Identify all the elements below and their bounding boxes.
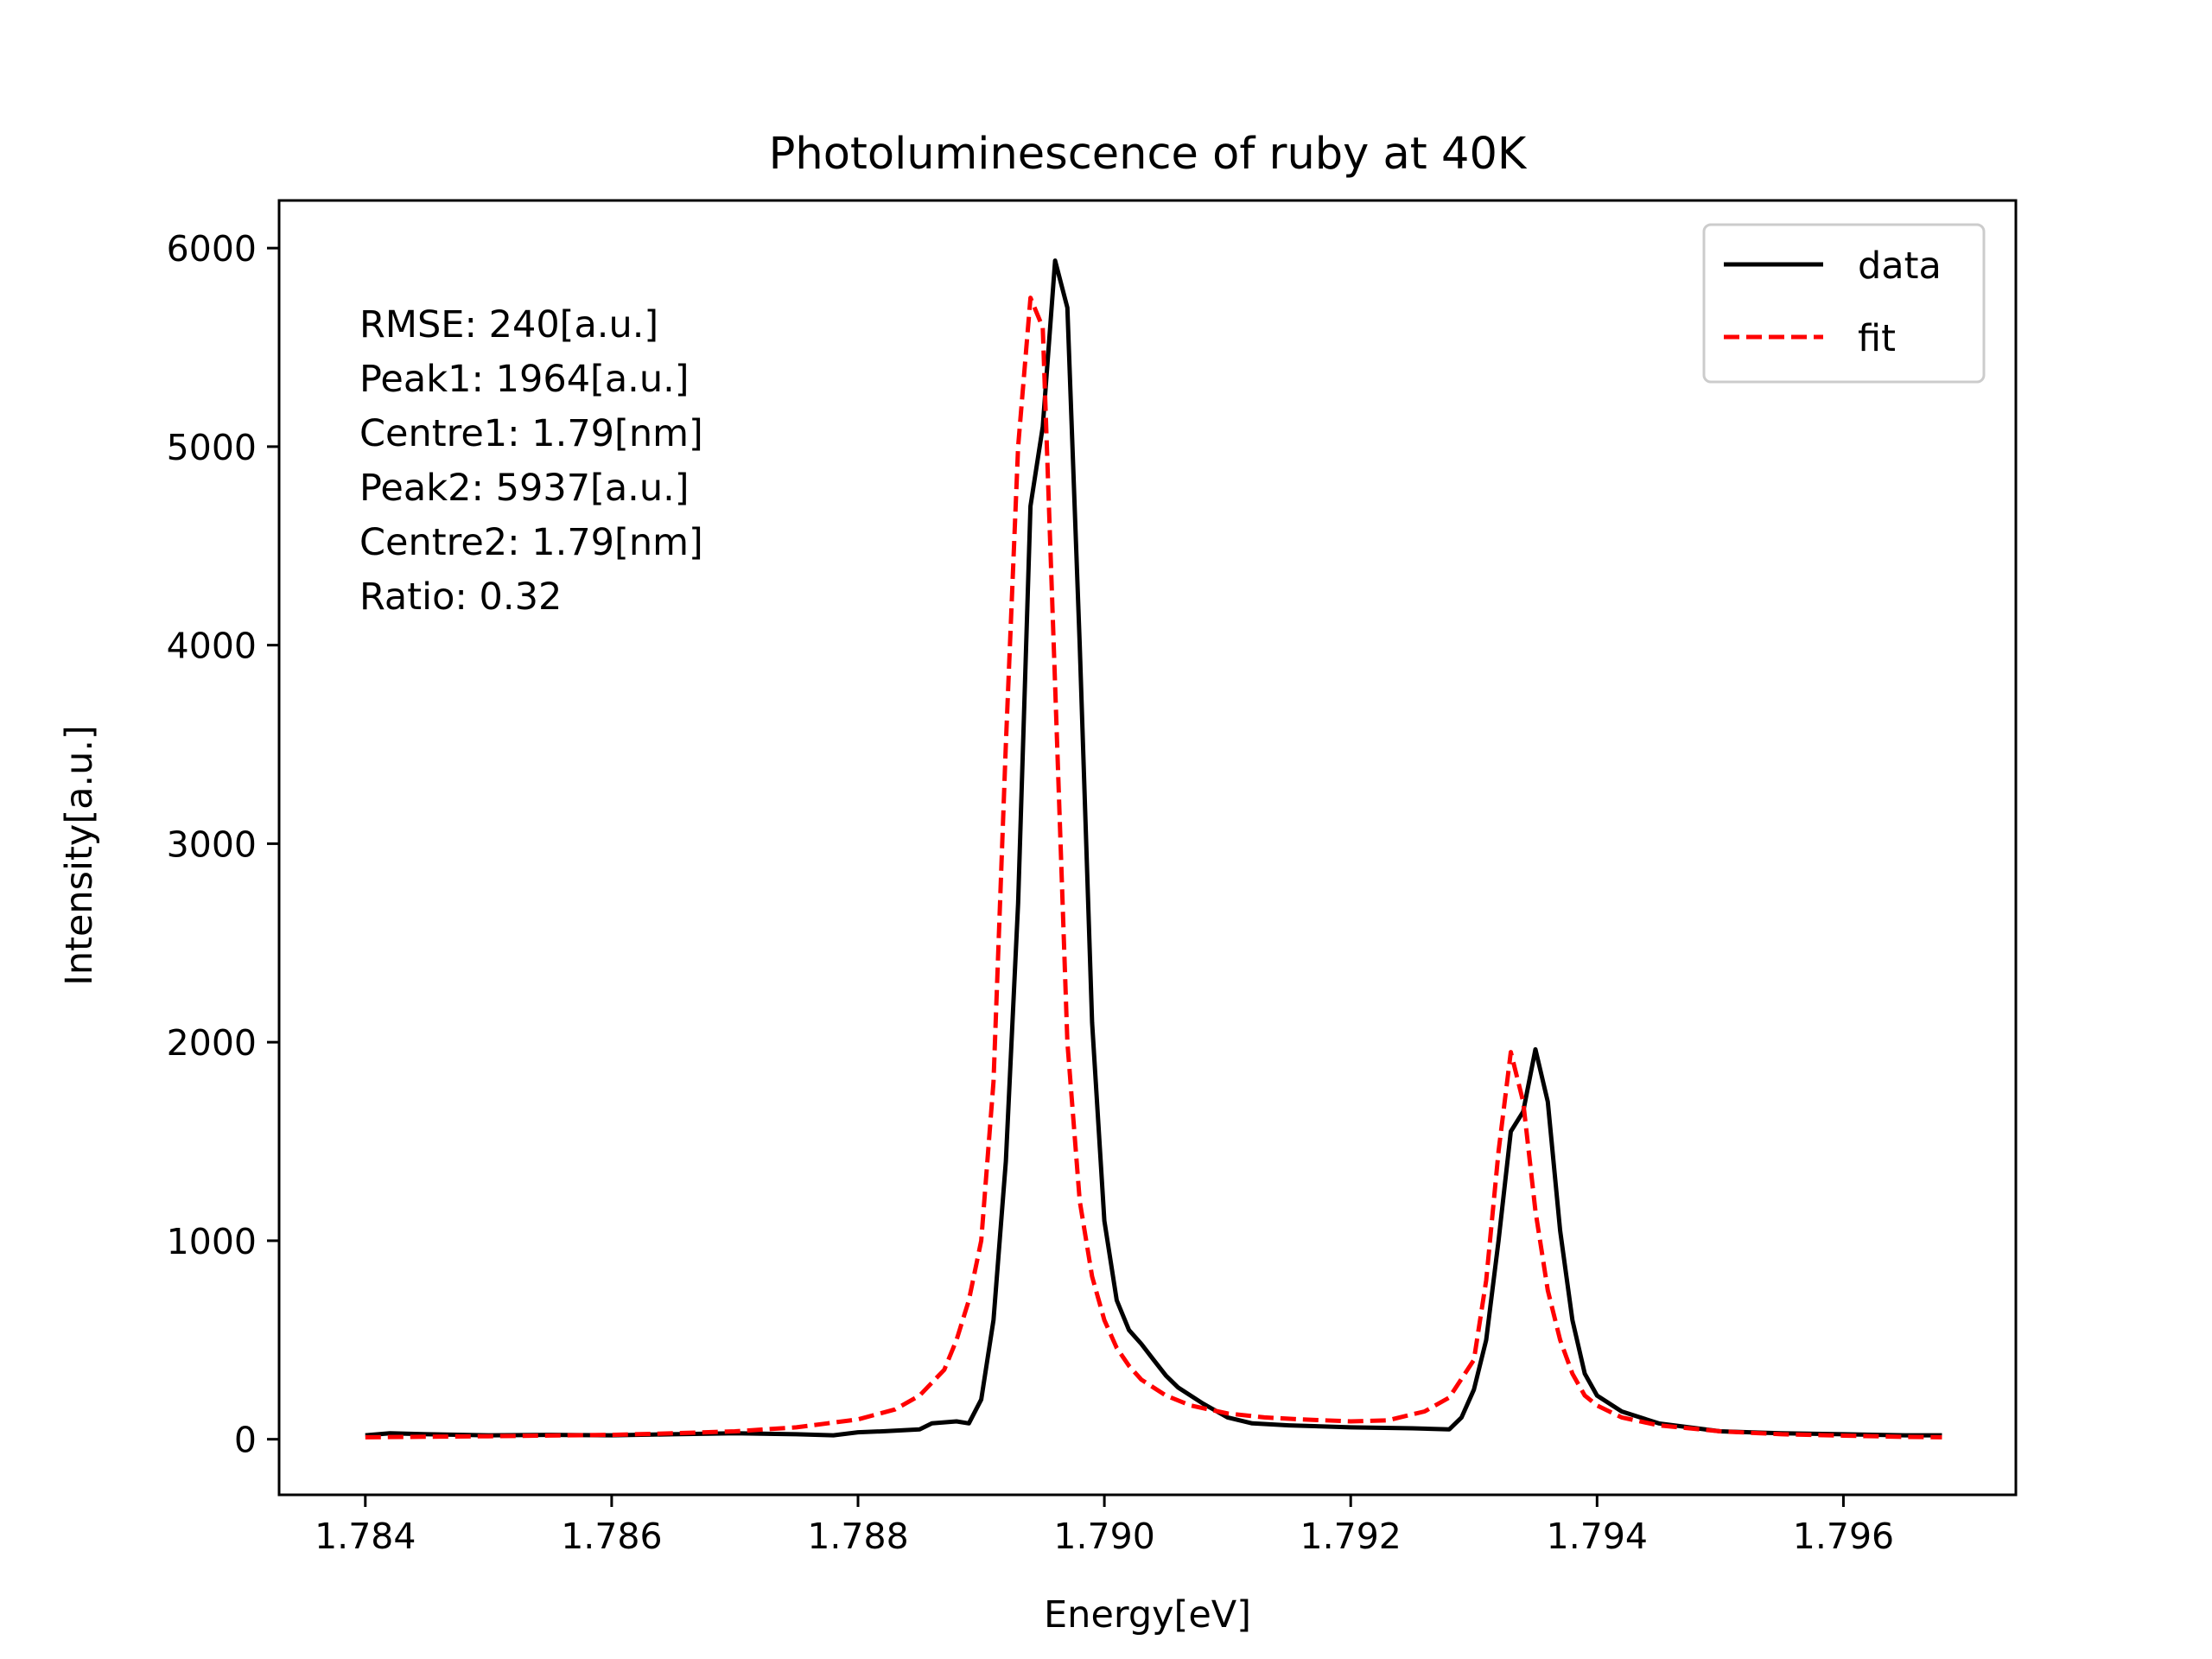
y-tick-label: 4000 xyxy=(167,626,257,667)
x-tick-label: 1.792 xyxy=(1300,1516,1402,1557)
y-axis-label: Intensity[a.u.] xyxy=(58,725,101,986)
x-tick-label: 1.794 xyxy=(1547,1516,1648,1557)
annotation-centre2: Centre2: 1.79[nm] xyxy=(359,521,703,564)
y-axis: 0 1000 2000 3000 4000 5000 6000 xyxy=(167,228,279,1461)
series-line-data xyxy=(365,258,1942,1438)
y-tick-label: 1000 xyxy=(167,1221,257,1262)
y-tick-label: 6000 xyxy=(167,228,257,270)
axes-frame xyxy=(277,199,2018,1497)
plot-area xyxy=(365,258,1942,1440)
y-tick-label: 2000 xyxy=(167,1022,257,1064)
annotation-ratio: Ratio: 0.32 xyxy=(359,575,562,619)
x-axis-label: Energy[eV] xyxy=(1044,1593,1251,1637)
y-tick-label: 3000 xyxy=(167,823,257,865)
y-tick-label: 0 xyxy=(234,1420,257,1461)
x-axis: 1.784 1.786 1.788 1.790 1.792 1.794 1.796 xyxy=(315,1495,1894,1557)
series-line-fit xyxy=(365,296,1942,1440)
x-tick-label: 1.786 xyxy=(561,1516,662,1557)
legend: data fit xyxy=(1702,223,1986,384)
x-tick-label: 1.790 xyxy=(1053,1516,1154,1557)
annotation-peak2: Peak2: 5937[a.u.] xyxy=(359,467,690,510)
chart-title: Photoluminescence of ruby at 40K xyxy=(769,129,1528,180)
legend-box xyxy=(1702,223,1986,384)
x-tick-label: 1.788 xyxy=(807,1516,908,1557)
x-tick-label: 1.796 xyxy=(1793,1516,1894,1557)
annotation-peak1: Peak1: 1964[a.u.] xyxy=(359,358,690,401)
x-tick-label: 1.784 xyxy=(315,1516,416,1557)
y-tick-label: 5000 xyxy=(167,427,257,468)
fit-parameters-annotation: RMSE: 240[a.u.] Peak1: 1964[a.u.] Centre… xyxy=(359,303,703,619)
annotation-rmse: RMSE: 240[a.u.] xyxy=(359,303,658,346)
annotation-centre1: Centre1: 1.79[nm] xyxy=(359,412,703,455)
legend-label-data: data xyxy=(1858,245,1942,288)
legend-label-fit: fit xyxy=(1858,317,1896,360)
